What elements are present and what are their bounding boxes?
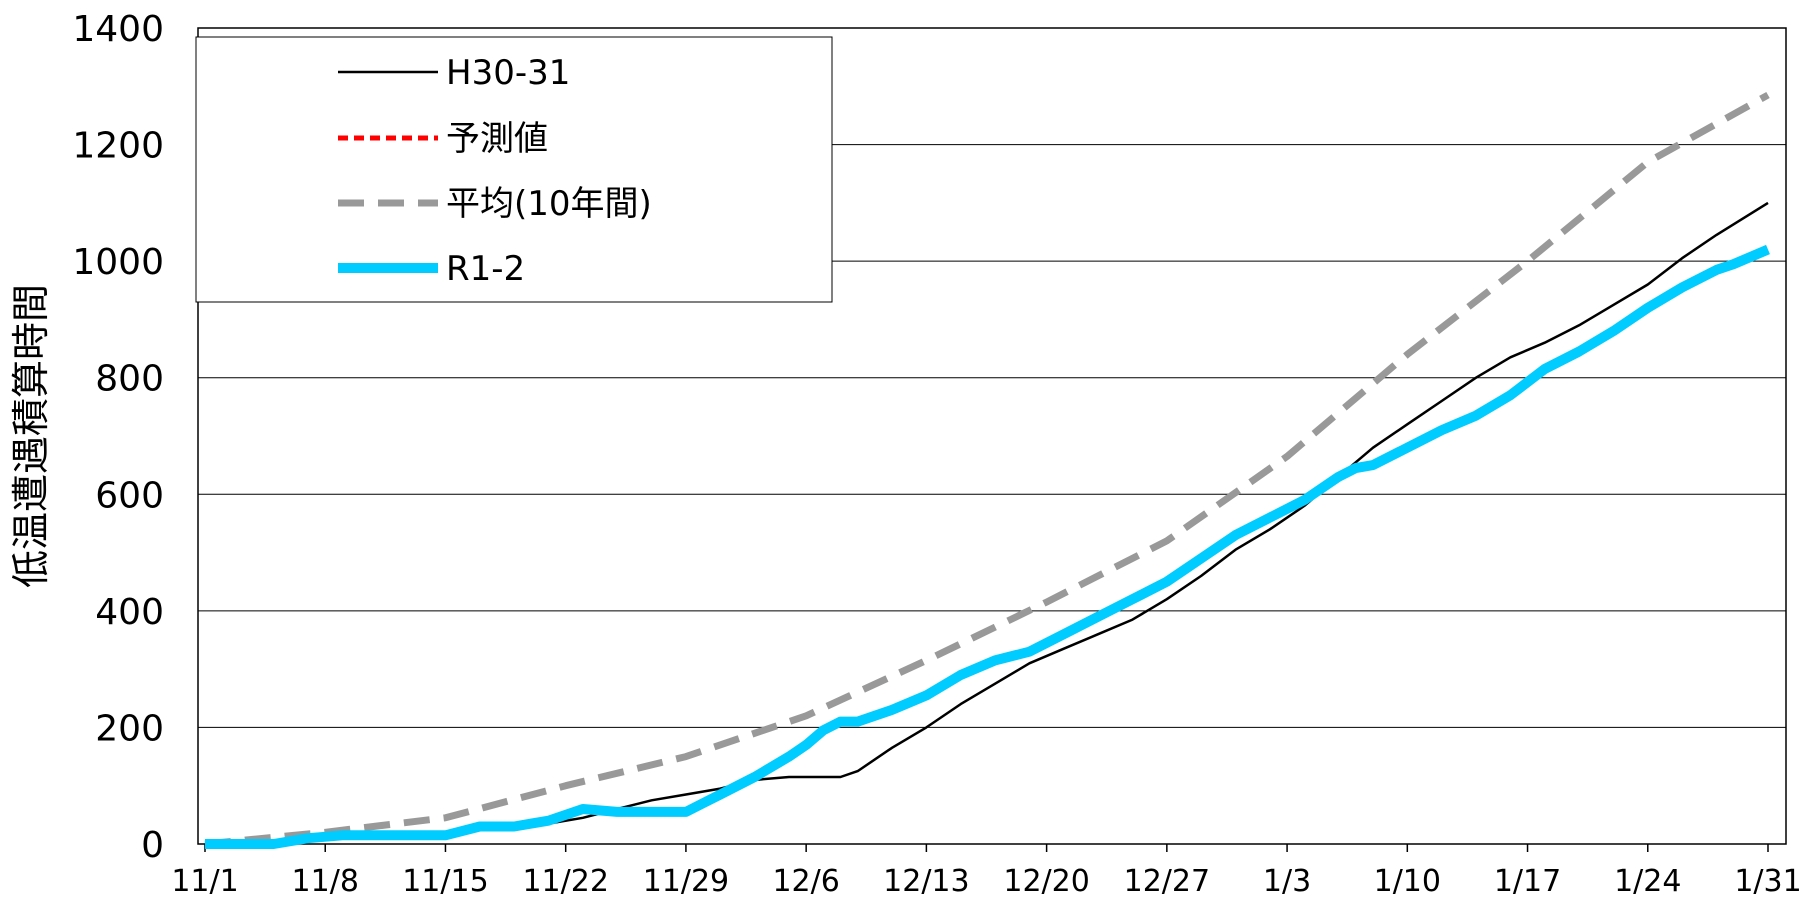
legend-label-2: 平均(10年間) — [446, 184, 652, 224]
legend-label-3: R1-2 — [446, 249, 525, 289]
x-tick-label: 1/3 — [1263, 864, 1311, 899]
x-tick-label: 1/31 — [1734, 864, 1801, 899]
y-tick-label: 1200 — [72, 126, 164, 167]
x-tick-label: 1/10 — [1374, 864, 1441, 899]
axis-ticks: 0 200 400 600 800 1000 1200 1400 11/1 11/8 11/15 11… — [72, 9, 1801, 899]
y-tick-label: 1000 — [72, 242, 164, 283]
y-axis-label: 低温遭遇積算時間 — [9, 284, 53, 588]
legend-label-0: H30-31 — [446, 53, 570, 93]
x-tick-label: 1/24 — [1614, 864, 1681, 899]
x-tick-label: 11/8 — [292, 864, 359, 899]
series-line-3 — [205, 244, 1770, 849]
x-tick-label: 12/27 — [1124, 864, 1210, 899]
x-tick-label: 11/22 — [522, 864, 608, 899]
x-tick-label: 11/29 — [643, 864, 729, 899]
x-tick-label: 12/6 — [772, 864, 839, 899]
series-line-2 — [204, 91, 1770, 848]
y-tick-label: 800 — [95, 359, 164, 400]
x-tick-label: 1/17 — [1494, 864, 1561, 899]
plot-area-frame — [197, 27, 1787, 845]
y-tick-label: 0 — [141, 825, 164, 866]
y-tick-label: 400 — [95, 592, 164, 633]
y-tick-label: 1400 — [72, 9, 164, 50]
legend-box — [195, 36, 833, 303]
series-lines — [204, 91, 1770, 849]
y-tick-label: 600 — [95, 475, 164, 516]
x-tick-label: 12/20 — [1003, 864, 1089, 899]
legend-label-1: 予測値 — [446, 119, 548, 159]
y-tick-label: 200 — [95, 708, 164, 749]
x-tick-label: 11/1 — [171, 864, 238, 899]
x-tick-label: 11/15 — [402, 864, 488, 899]
x-tick-label: 12/13 — [883, 864, 969, 899]
